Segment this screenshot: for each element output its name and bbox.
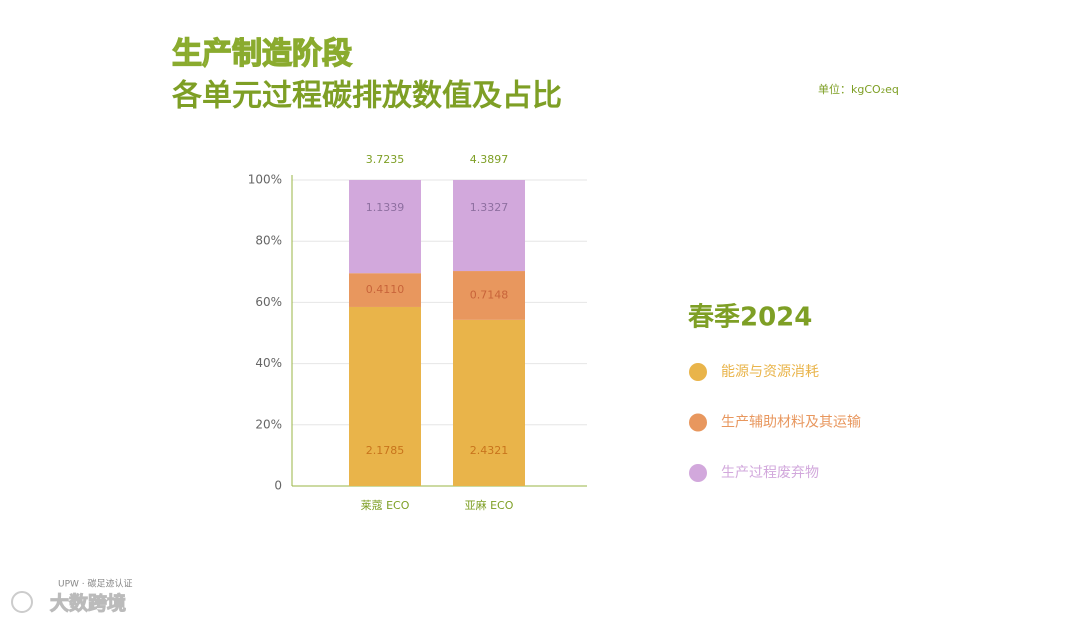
logo <box>11 591 33 613</box>
chart-subtitle: 各单元过程碳排放数值及占比 <box>171 79 562 114</box>
legend-label: 生产辅助材料及其运输 <box>721 415 861 431</box>
data-label: 0.4110 <box>366 283 405 296</box>
legend-swatch <box>689 464 707 482</box>
unit: 单位：kgCO₂eq <box>818 82 899 96</box>
bar-segment <box>453 271 525 320</box>
legend-label: 能源与资源消耗 <box>721 364 819 380</box>
x-tick-label: 亚麻 ECO <box>465 498 514 512</box>
chart-title: 生产制造阶段 <box>172 37 352 72</box>
legend-label: 生产过程废弃物 <box>721 465 819 481</box>
bar-segment <box>349 273 421 307</box>
y-tick-label: 0 <box>274 479 282 493</box>
y-tick-label: 80% <box>255 234 282 248</box>
total-label: 3.7235 <box>366 153 405 166</box>
y-tick-label: 40% <box>255 356 282 370</box>
data-label: 1.3327 <box>470 201 509 214</box>
legend-title: 春季2024 <box>688 303 812 333</box>
data-label: 1.1339 <box>366 201 405 214</box>
bar-segment <box>349 180 421 274</box>
footer-brand: 大数跨境 <box>50 592 126 615</box>
data-label: 0.7148 <box>470 288 509 301</box>
bar-segment <box>453 319 525 486</box>
total-label: 4.3897 <box>470 153 509 166</box>
legend-swatch <box>689 413 707 432</box>
y-tick-label: 100% <box>248 173 282 187</box>
bar-segment <box>453 180 525 272</box>
data-label: 2.4321 <box>470 444 509 457</box>
x-tick-label: 莱蔻 ECO <box>361 499 410 512</box>
data-label: 2.1785 <box>366 444 405 457</box>
footer-caption: UPW · 碳足迹认证 <box>58 578 133 590</box>
legend-swatch <box>689 363 707 381</box>
y-tick-label: 20% <box>255 417 282 431</box>
bar-segment <box>349 306 421 486</box>
y-tick-label: 60% <box>255 295 282 309</box>
